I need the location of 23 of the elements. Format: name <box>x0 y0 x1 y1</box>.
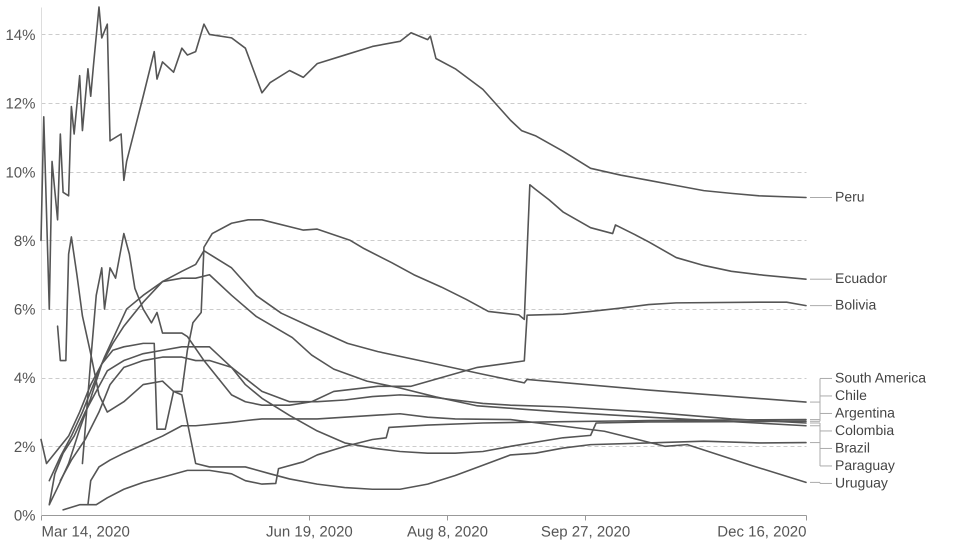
text: Paraguay <box>835 456 895 473</box>
y-tick-label: 14% <box>5 26 36 44</box>
text: Chile <box>835 386 868 403</box>
y-tick-label: 12% <box>5 96 36 113</box>
text: Colombia <box>835 422 894 438</box>
y-tick-label: 6% <box>14 302 36 319</box>
x-tick-label: Dec 16, 2020 <box>717 524 806 540</box>
text: Bolivia <box>835 296 876 313</box>
y-tick-label: 0% <box>14 508 36 524</box>
text: Peru <box>835 188 865 204</box>
x-tick-label: Aug 8, 2020 <box>407 524 488 540</box>
text: Brazil <box>835 439 870 456</box>
x-tick-label: Sep 27, 2020 <box>540 524 630 540</box>
text: Uruguay <box>835 474 888 490</box>
y-tick-label: 4% <box>14 370 36 388</box>
text: South America <box>835 369 926 386</box>
text: Argentina <box>835 404 896 420</box>
y-tick-label: 10% <box>5 164 36 182</box>
x-tick-label: Mar 14, 2020 <box>42 524 130 540</box>
text: Ecuador <box>835 270 888 286</box>
y-tick-label: 8% <box>14 232 36 250</box>
y-tick-label: 2% <box>14 438 36 456</box>
x-tick-label: Jun 19, 2020 <box>266 524 353 540</box>
